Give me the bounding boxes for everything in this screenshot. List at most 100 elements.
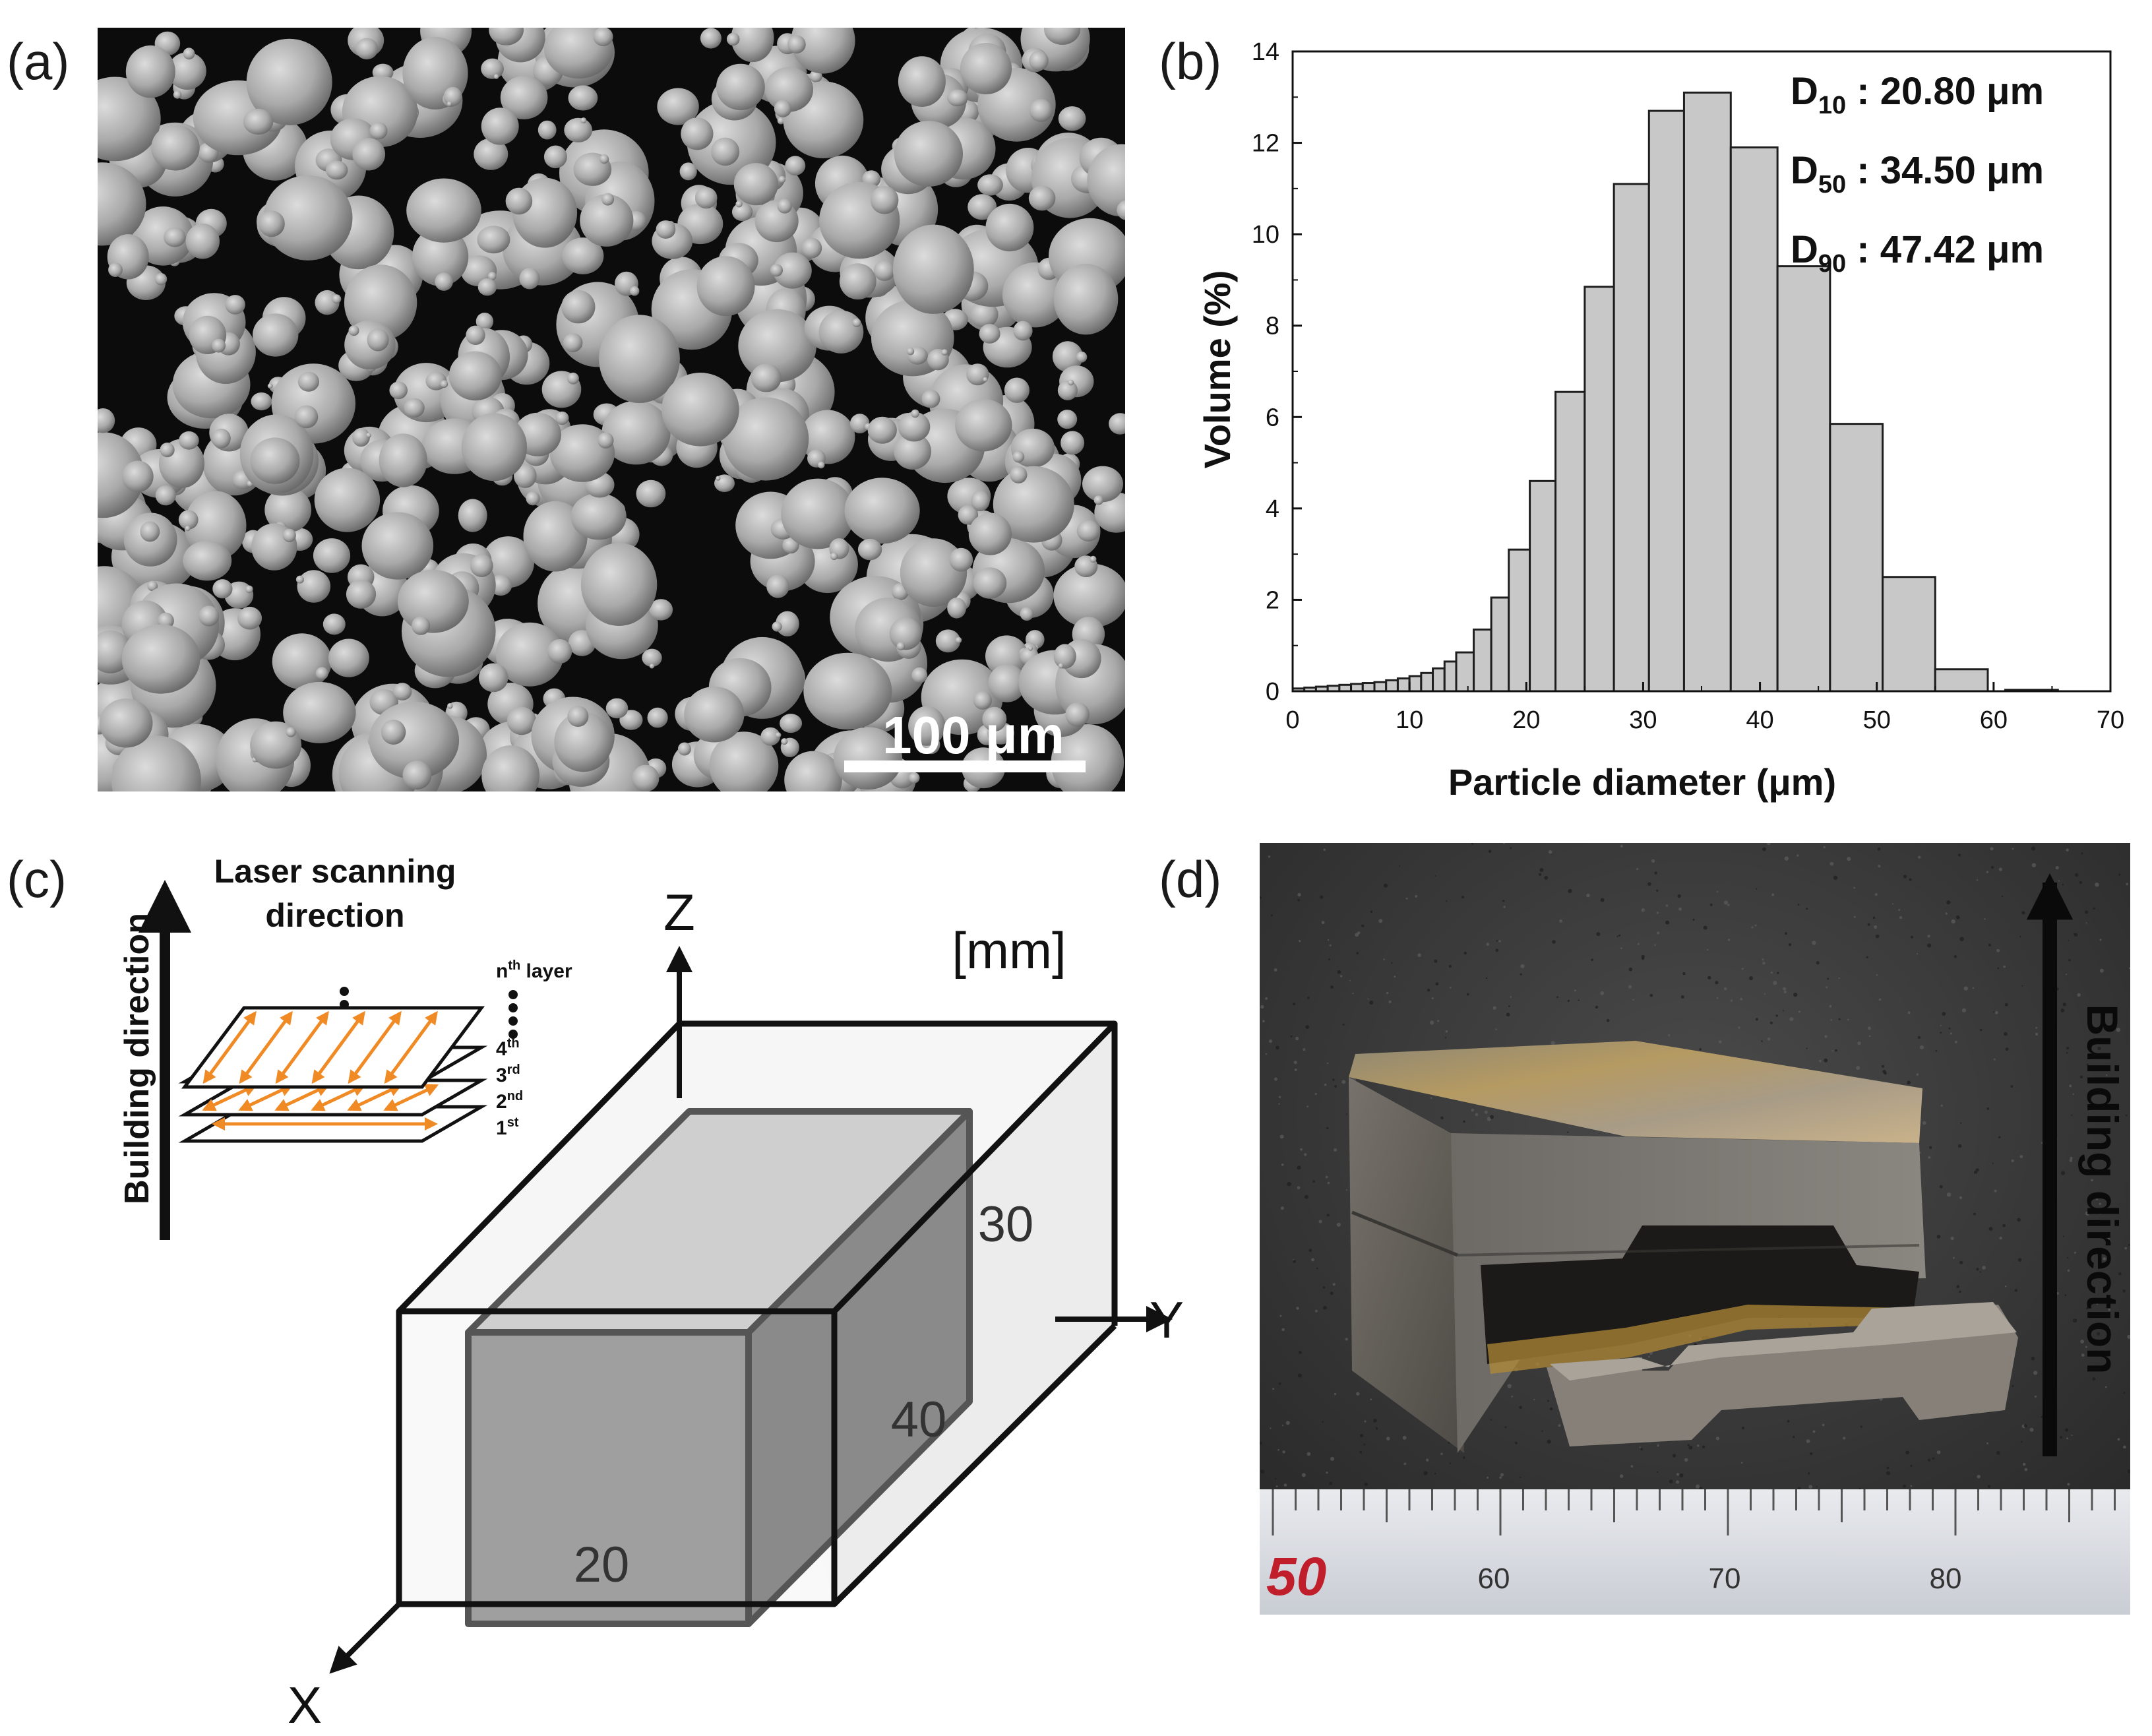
texture-dot — [1386, 1437, 1390, 1441]
satellite-particle — [906, 348, 915, 356]
texture-dot — [2084, 910, 2089, 914]
texture-dot — [1654, 944, 1656, 946]
histogram-bar — [1408, 675, 1423, 693]
satellite-particle — [412, 616, 431, 635]
texture-dot — [1927, 943, 1932, 948]
texture-dot — [1369, 1001, 1374, 1005]
texture-dot — [2086, 1063, 2089, 1066]
texture-dot — [1856, 1066, 1860, 1070]
texture-dot — [1334, 1148, 1337, 1152]
texture-dot — [1986, 1107, 1990, 1110]
texture-dot — [1928, 1458, 1931, 1462]
texture-dot — [1378, 919, 1383, 923]
particle — [580, 194, 634, 247]
texture-dot — [1370, 1398, 1372, 1401]
particle — [833, 727, 903, 790]
texture-dot — [1314, 1093, 1317, 1096]
texture-dot — [1868, 1035, 1871, 1038]
particle — [297, 570, 331, 603]
texture-dot — [1448, 964, 1452, 968]
texture-dot — [2019, 935, 2021, 937]
texture-dot — [1857, 1041, 1861, 1045]
particle — [958, 505, 979, 525]
particle — [476, 313, 494, 330]
particle — [818, 310, 864, 354]
texture-dot — [1274, 1077, 1277, 1081]
texture-dot — [1533, 1398, 1535, 1401]
satellite-particle — [447, 703, 453, 709]
texture-dot — [1276, 1045, 1279, 1050]
svg-text:nth layer: nth layer — [496, 958, 572, 982]
specimen-block — [465, 1108, 973, 1627]
sem-micrograph: 100 μm — [98, 28, 1125, 791]
particle — [225, 295, 245, 315]
satellite-particle — [1010, 466, 1028, 483]
texture-dot — [2097, 1332, 2101, 1336]
texture-dot — [1558, 1424, 1561, 1427]
particle — [657, 88, 699, 125]
satellite-particle — [446, 101, 452, 107]
texture-dot — [2118, 873, 2121, 876]
satellite-particle — [555, 411, 569, 425]
particle — [1061, 431, 1085, 455]
particle — [563, 333, 583, 352]
particle — [781, 478, 855, 549]
texture-dot — [1988, 1227, 1993, 1231]
texture-dot — [1974, 1170, 1977, 1174]
texture-dot — [1322, 1421, 1324, 1423]
ruler — [1260, 1489, 2130, 1615]
texture-dot — [2093, 907, 2095, 910]
texture-dot — [1334, 1392, 1337, 1396]
texture-dot — [2081, 852, 2083, 855]
texture-dot — [2091, 1117, 2095, 1121]
satellite-particle — [466, 325, 485, 345]
texture-dot — [1672, 1454, 1676, 1458]
texture-dot — [1808, 1485, 1813, 1489]
x-axis-label: Particle diameter (μm) — [1448, 761, 1836, 803]
texture-dot — [1466, 993, 1469, 996]
particle — [935, 629, 961, 653]
texture-dot — [1262, 1020, 1265, 1023]
texture-dot — [1988, 1485, 1991, 1488]
texture-dot — [1948, 1027, 1951, 1030]
particle — [369, 122, 388, 140]
texture-dot — [1785, 932, 1787, 935]
texture-dot — [1297, 892, 1301, 897]
texture-dot — [2073, 1318, 2077, 1323]
particle — [1028, 185, 1056, 211]
svg-text:1st: 1st — [496, 1115, 519, 1139]
texture-dot — [1959, 1260, 1963, 1264]
particle — [478, 663, 508, 693]
texture-dot — [1874, 893, 1878, 896]
texture-dot — [1853, 886, 1856, 889]
texture-dot — [1657, 931, 1660, 935]
texture-dot — [1877, 847, 1881, 851]
texture-dot — [1285, 1421, 1290, 1425]
texture-dot — [1268, 855, 1271, 858]
particle — [168, 52, 206, 90]
particle — [323, 613, 346, 635]
layer-label-4: 4 — [496, 1038, 507, 1060]
texture-dot — [1547, 1439, 1551, 1444]
texture-dot — [1434, 959, 1438, 963]
histogram-bar — [1583, 286, 1615, 693]
satellite-particle — [183, 47, 195, 60]
satellite-particle — [286, 727, 296, 737]
satellite-particle — [108, 263, 123, 277]
texture-dot — [1620, 844, 1623, 848]
d10-value: : 20.80 μm — [1846, 70, 2044, 113]
texture-dot — [1641, 954, 1645, 959]
particle — [443, 86, 462, 106]
texture-dot — [1986, 871, 1989, 873]
scan-vector — [384, 1010, 438, 1084]
powder-particles — [98, 28, 1125, 791]
texture-dot — [1507, 1384, 1512, 1388]
texture-dot — [1878, 998, 1882, 1001]
texture-dot — [1826, 986, 1828, 989]
scan-vector — [383, 1084, 439, 1111]
particle — [1087, 144, 1125, 217]
texture-dot — [1361, 924, 1365, 927]
particle — [1057, 380, 1078, 400]
particle — [178, 510, 199, 530]
texture-dot — [1279, 1134, 1284, 1139]
